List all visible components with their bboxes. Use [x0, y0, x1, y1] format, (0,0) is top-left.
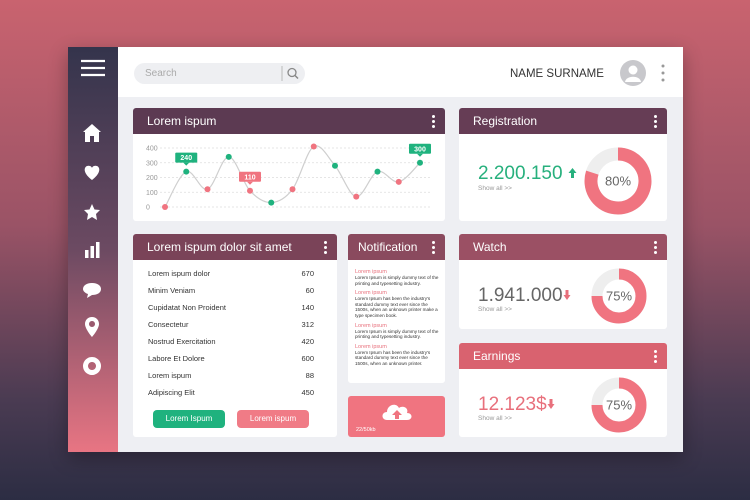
notification-text: Lorem Ipsum is simply dummy text of the …	[355, 275, 439, 286]
row-label: Adipiscing Elit	[148, 388, 195, 397]
row-label: Consectetur	[148, 320, 189, 329]
notification-text: Lorem Ipsum has been the industry's stan…	[355, 296, 438, 318]
card-menu[interactable]	[654, 241, 657, 244]
earnings-card: Earnings 12.123$ Show all >>	[459, 343, 667, 437]
row-label: Labore Et Dolore	[148, 354, 205, 363]
card-title: Notification	[358, 240, 418, 254]
card-menu[interactable]	[654, 350, 657, 353]
row-value: 600	[301, 354, 314, 363]
notification-text: Lorem Ipsum is simply dummy text of the …	[355, 328, 439, 340]
card-header: Lorem ispum dolor sit amet	[133, 234, 337, 260]
list-row: Cupidatat Non Proident 140	[148, 303, 314, 312]
card-menu[interactable]	[324, 241, 327, 244]
notification-title: Lorem ipsum	[355, 290, 387, 297]
sidebar-icons	[81, 59, 105, 375]
card-menu[interactable]	[432, 115, 435, 118]
stat-value: 12.123$	[478, 394, 555, 416]
notification-title: Lorem ipsum	[355, 322, 387, 329]
card-title: Earnings	[473, 349, 521, 363]
row-value: 88	[305, 371, 314, 380]
settings-icon[interactable]	[83, 357, 102, 375]
row-label: Nostrud Exercitation	[148, 337, 216, 346]
location-icon[interactable]	[85, 317, 99, 337]
search-placeholder: Search	[145, 68, 177, 79]
notification-title: Lorem ipsum	[355, 269, 387, 275]
card-header: Registration	[459, 108, 667, 134]
show-all-link[interactable]: Show all >>	[478, 415, 512, 422]
row-value: 450	[301, 388, 314, 397]
menu-icon[interactable]	[81, 59, 105, 77]
row-label: Lorem ispum	[148, 371, 192, 380]
down-arrow	[563, 290, 571, 300]
upload-size: 22/50kb	[356, 427, 376, 433]
list-card: Lorem ispum dolor sit amet Lorem ispum d…	[133, 234, 337, 437]
row-label: Cupidatat Non Proident	[148, 303, 226, 312]
show-all-link[interactable]: Show all >>	[478, 306, 512, 313]
heart-icon[interactable]	[84, 165, 100, 180]
list-row: Lorem ispum 88	[148, 371, 314, 380]
row-label: Minim Veniam	[148, 286, 196, 295]
registration-card: Registration 2.200.150 Show all >>	[459, 108, 667, 221]
row-value: 420	[301, 337, 314, 346]
card-menu[interactable]	[432, 241, 435, 244]
card-title: Watch	[473, 240, 507, 254]
card-title: Registration	[473, 114, 538, 128]
more-menu[interactable]	[661, 64, 665, 82]
list-row: Nostrud Exercitation 420	[148, 337, 314, 346]
upload-icon	[382, 404, 412, 420]
card-menu[interactable]	[654, 115, 657, 118]
notification-title: Lorem ipsum	[355, 343, 387, 350]
card-header: Watch	[459, 234, 667, 260]
row-value: 60	[305, 286, 314, 295]
stat-value: 2.200.150	[478, 163, 577, 185]
notification-card: Notification Lorem ipsum Lorem Ipsum is s…	[348, 234, 445, 383]
stat-number: 1.941.000	[478, 285, 563, 306]
chart-icon[interactable]	[85, 242, 100, 258]
row-label: Lorem ispum dolor	[148, 269, 211, 278]
card-title: Lorem ispum dolor sit amet	[147, 240, 292, 254]
user-controls	[620, 60, 665, 86]
card-header: Earnings	[459, 343, 667, 369]
card-title: Lorem ispum	[147, 114, 217, 128]
watch-card: Watch 1.941.000 Show all >>	[459, 234, 667, 329]
list-row: Lorem ispum dolor 670	[148, 269, 314, 278]
search-box[interactable]: Search	[134, 63, 305, 84]
notification-text: Lorem Ipsum has been the industry's stan…	[355, 349, 431, 366]
stat-number: 2.200.150	[478, 163, 563, 184]
home-icon[interactable]	[83, 124, 101, 142]
row-value: 670	[301, 269, 314, 278]
card-header: Notification	[348, 234, 445, 260]
row-value: 140	[301, 303, 314, 312]
chat-icon[interactable]	[83, 283, 101, 298]
search-icon[interactable]	[281, 66, 301, 81]
up-arrow	[568, 168, 577, 178]
down-arrow	[547, 399, 555, 409]
list-row: Labore Et Dolore 600	[148, 354, 314, 363]
list-row: Minim Veniam 60	[148, 286, 314, 295]
primary-button[interactable]: Lorem Ispum	[153, 410, 225, 428]
stat-number: 12.123$	[478, 394, 547, 415]
star-icon[interactable]	[84, 204, 100, 220]
user-name[interactable]: NAME SURNAME	[510, 68, 604, 80]
upload-card[interactable]: 22/50kb	[348, 396, 445, 437]
row-value: 312	[301, 320, 314, 329]
card-header: Lorem ispum	[133, 108, 445, 134]
sidebar	[68, 47, 118, 452]
list-row: Adipiscing Elit 450	[148, 388, 314, 397]
secondary-button[interactable]: Lorem ispum	[237, 410, 309, 428]
stat-value: 1.941.000	[478, 285, 571, 307]
show-all-link[interactable]: Show all >>	[478, 185, 512, 192]
list-row: Consectetur 312	[148, 320, 314, 329]
chart-card: Lorem ispum	[133, 108, 445, 221]
